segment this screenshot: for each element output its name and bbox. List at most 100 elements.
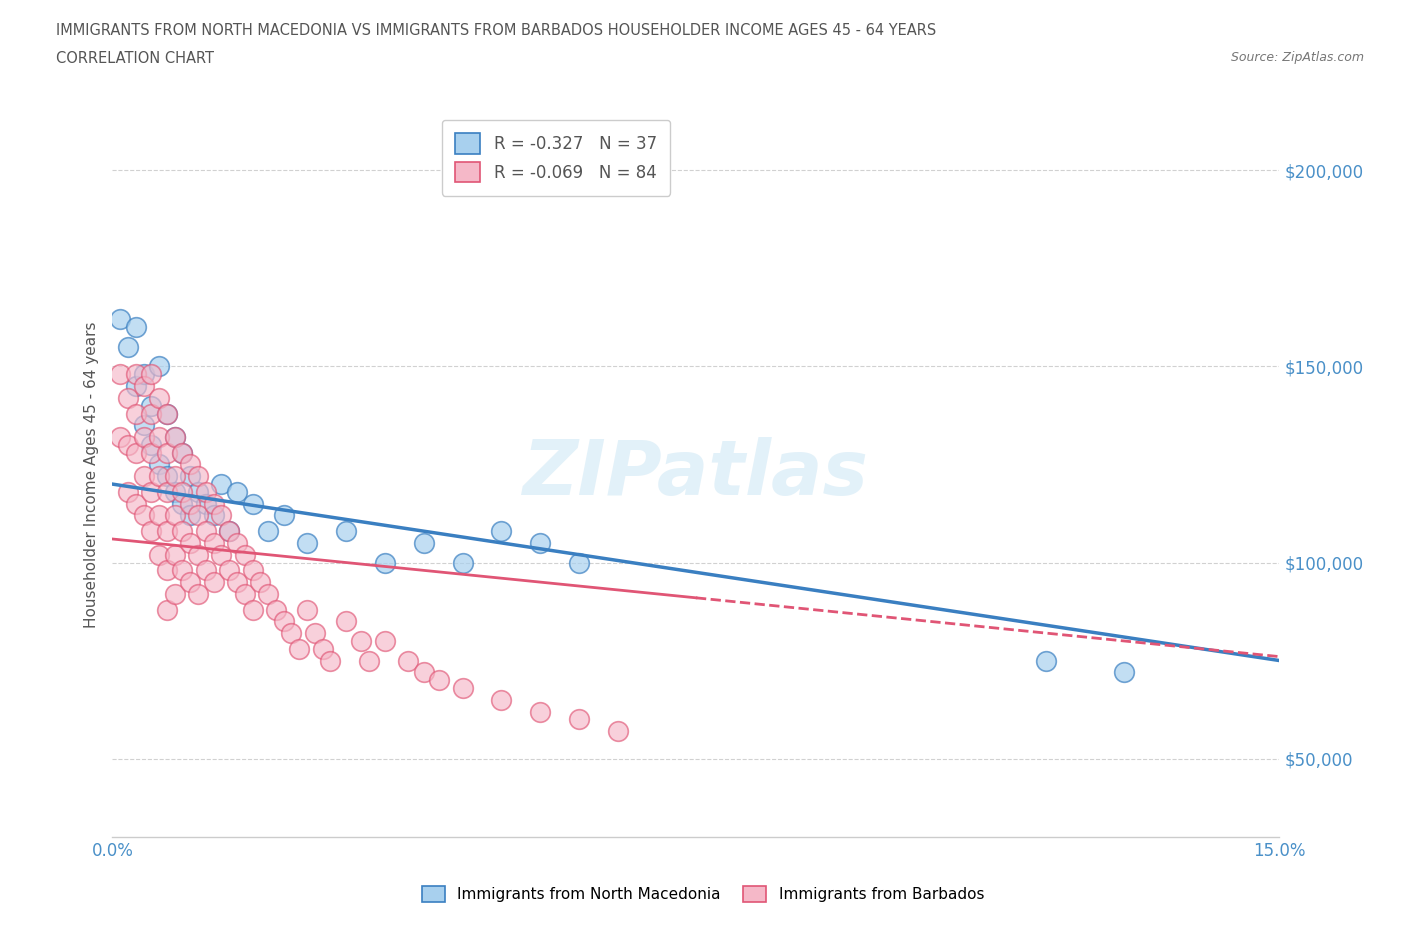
Point — [242, 563, 264, 578]
Text: Source: ZipAtlas.com: Source: ZipAtlas.com — [1230, 51, 1364, 64]
Point — [148, 457, 170, 472]
Point — [187, 508, 209, 523]
Point — [280, 626, 302, 641]
Point — [148, 359, 170, 374]
Point — [226, 485, 249, 499]
Point — [110, 430, 132, 445]
Point — [110, 366, 132, 381]
Point — [359, 653, 381, 668]
Point — [1112, 665, 1135, 680]
Point — [125, 320, 148, 335]
Text: IMMIGRANTS FROM NORTH MACEDONIA VS IMMIGRANTS FROM BARBADOS HOUSEHOLDER INCOME A: IMMIGRANTS FROM NORTH MACEDONIA VS IMMIG… — [56, 23, 936, 38]
Point — [163, 547, 186, 562]
Point — [242, 497, 264, 512]
Point — [202, 536, 225, 551]
Point — [132, 469, 155, 484]
Point — [187, 485, 209, 499]
Legend: Immigrants from North Macedonia, Immigrants from Barbados: Immigrants from North Macedonia, Immigra… — [416, 880, 990, 909]
Point — [226, 536, 249, 551]
Point — [163, 430, 186, 445]
Point — [218, 563, 240, 578]
Point — [117, 437, 139, 452]
Point — [226, 575, 249, 590]
Point — [288, 642, 311, 657]
Point — [172, 445, 194, 460]
Point — [163, 508, 186, 523]
Point — [491, 692, 513, 707]
Point — [257, 587, 280, 602]
Point — [156, 602, 179, 617]
Point — [172, 524, 194, 538]
Point — [148, 391, 170, 405]
Point — [172, 445, 194, 460]
Point — [491, 524, 513, 538]
Point — [125, 445, 148, 460]
Point — [427, 672, 450, 687]
Point — [311, 642, 333, 657]
Point — [141, 366, 163, 381]
Point — [350, 633, 373, 648]
Text: ZIPatlas: ZIPatlas — [523, 437, 869, 512]
Point — [529, 536, 551, 551]
Point — [264, 602, 287, 617]
Point — [273, 614, 295, 629]
Point — [529, 704, 551, 719]
Point — [194, 524, 217, 538]
Point — [568, 712, 591, 727]
Point — [163, 587, 186, 602]
Point — [194, 485, 217, 499]
Point — [141, 445, 163, 460]
Point — [396, 653, 419, 668]
Point — [202, 508, 225, 523]
Point — [179, 469, 201, 484]
Point — [156, 406, 179, 421]
Point — [132, 366, 155, 381]
Point — [132, 418, 155, 432]
Point — [335, 524, 357, 538]
Point — [295, 536, 318, 551]
Point — [156, 563, 179, 578]
Point — [319, 653, 342, 668]
Point — [156, 469, 179, 484]
Point — [335, 614, 357, 629]
Point — [209, 477, 232, 492]
Point — [117, 485, 139, 499]
Y-axis label: Householder Income Ages 45 - 64 years: Householder Income Ages 45 - 64 years — [83, 321, 98, 628]
Legend: R = -0.327   N = 37, R = -0.069   N = 84: R = -0.327 N = 37, R = -0.069 N = 84 — [441, 120, 671, 195]
Point — [179, 497, 201, 512]
Point — [132, 379, 155, 393]
Point — [202, 497, 225, 512]
Point — [156, 524, 179, 538]
Point — [141, 406, 163, 421]
Point — [233, 547, 256, 562]
Point — [179, 575, 201, 590]
Point — [179, 457, 201, 472]
Point — [141, 485, 163, 499]
Point — [125, 379, 148, 393]
Point — [141, 398, 163, 413]
Point — [209, 547, 232, 562]
Point — [156, 406, 179, 421]
Point — [218, 524, 240, 538]
Point — [125, 497, 148, 512]
Point — [148, 430, 170, 445]
Point — [163, 430, 186, 445]
Point — [117, 339, 139, 354]
Point — [194, 563, 217, 578]
Text: CORRELATION CHART: CORRELATION CHART — [56, 51, 214, 66]
Point — [412, 536, 434, 551]
Point — [187, 547, 209, 562]
Point — [156, 485, 179, 499]
Point — [148, 547, 170, 562]
Point — [117, 391, 139, 405]
Point — [125, 366, 148, 381]
Point — [412, 665, 434, 680]
Point — [187, 469, 209, 484]
Point — [568, 555, 591, 570]
Point — [141, 437, 163, 452]
Point — [179, 536, 201, 551]
Point — [374, 555, 396, 570]
Point — [257, 524, 280, 538]
Point — [163, 469, 186, 484]
Point — [209, 508, 232, 523]
